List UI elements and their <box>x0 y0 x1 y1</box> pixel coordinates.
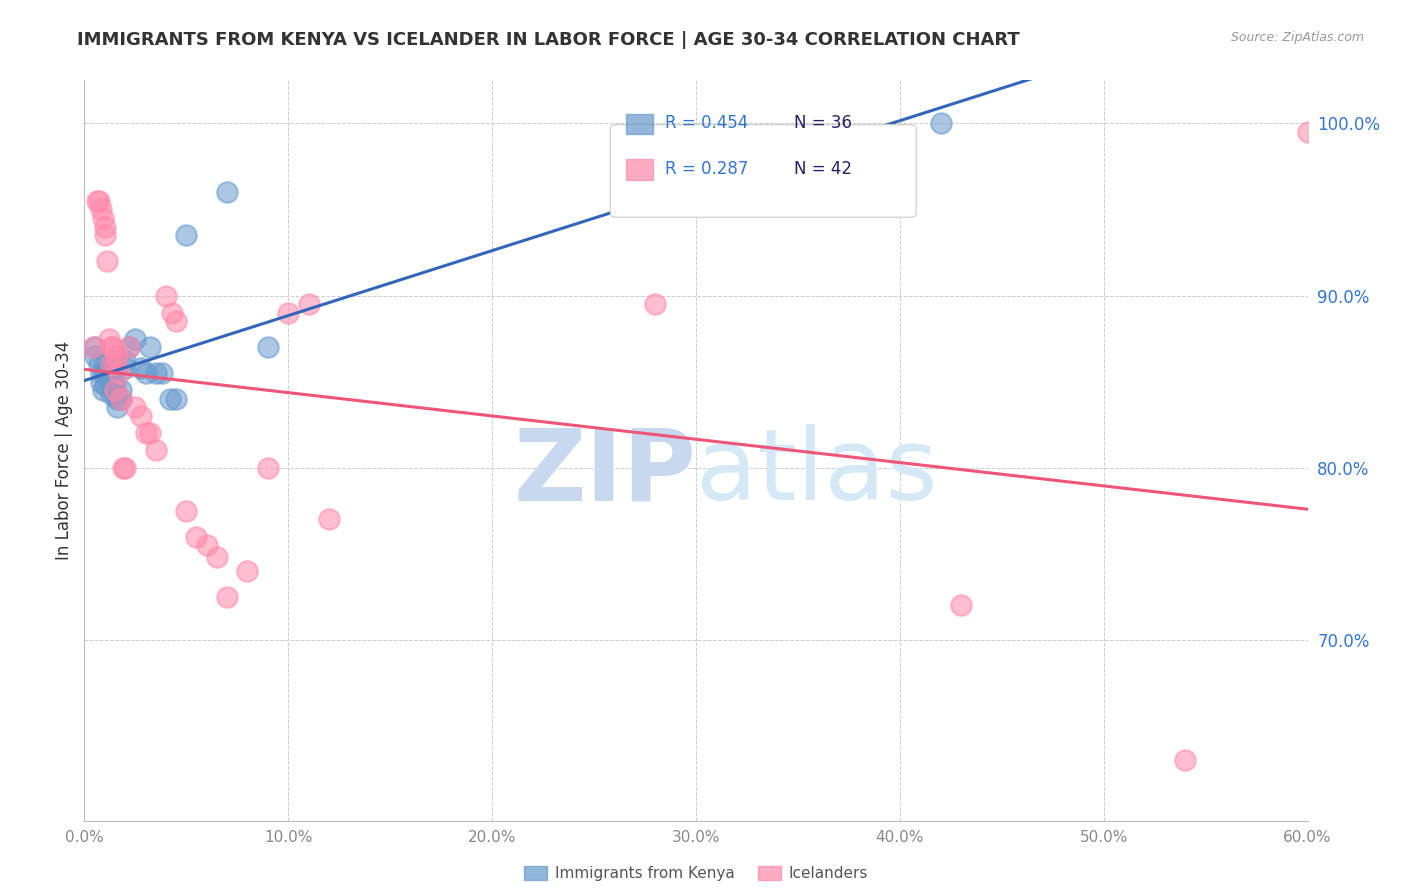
Text: N = 36: N = 36 <box>794 114 852 132</box>
Point <box>110 392 132 406</box>
Point <box>155 288 177 302</box>
Point <box>110 383 132 397</box>
Point <box>298 297 321 311</box>
Point <box>114 360 136 375</box>
Point <box>165 314 187 328</box>
Point <box>205 550 228 565</box>
Point <box>236 564 259 578</box>
Point <box>257 460 280 475</box>
Point <box>114 460 136 475</box>
Legend: Immigrants from Kenya, Icelanders: Immigrants from Kenya, Icelanders <box>519 860 873 887</box>
Text: R = 0.287: R = 0.287 <box>665 161 749 178</box>
Point <box>145 443 167 458</box>
Point <box>124 401 146 415</box>
Point <box>318 512 340 526</box>
Point <box>97 360 120 375</box>
Point <box>90 366 112 380</box>
Point <box>131 409 153 423</box>
Point <box>93 357 115 371</box>
Text: Source: ZipAtlas.com: Source: ZipAtlas.com <box>1230 31 1364 45</box>
Point <box>82 340 104 354</box>
Point <box>100 340 122 354</box>
Point <box>257 340 280 354</box>
Point <box>110 392 132 406</box>
Point <box>112 460 135 475</box>
Point <box>105 401 128 415</box>
Point <box>97 371 120 385</box>
Point <box>100 378 122 392</box>
Point <box>87 194 110 208</box>
Point <box>159 392 181 406</box>
Point <box>217 185 239 199</box>
Point <box>174 228 197 243</box>
Bar <box>626 160 654 180</box>
Point <box>105 349 128 363</box>
Point <box>277 306 299 320</box>
Point <box>124 332 146 346</box>
Point <box>174 504 197 518</box>
Bar <box>626 113 654 135</box>
Point <box>104 386 127 401</box>
Point <box>104 357 127 371</box>
Point <box>135 366 157 380</box>
Point <box>186 530 208 544</box>
Point <box>138 426 160 441</box>
Point <box>90 202 112 217</box>
Point <box>145 366 167 380</box>
Point <box>108 366 131 380</box>
Text: ZIP: ZIP <box>513 425 696 521</box>
Point <box>131 360 153 375</box>
Point <box>101 340 124 354</box>
Point <box>100 357 122 371</box>
Text: IMMIGRANTS FROM KENYA VS ICELANDER IN LABOR FORCE | AGE 30-34 CORRELATION CHART: IMMIGRANTS FROM KENYA VS ICELANDER IN LA… <box>77 31 1021 49</box>
FancyBboxPatch shape <box>610 125 917 218</box>
Point <box>644 297 666 311</box>
Point <box>138 340 160 354</box>
Point <box>91 383 114 397</box>
Text: atlas: atlas <box>696 425 938 521</box>
Y-axis label: In Labor Force | Age 30-34: In Labor Force | Age 30-34 <box>55 341 73 560</box>
Point <box>1296 125 1319 139</box>
Point <box>93 378 115 392</box>
Point <box>104 383 127 397</box>
Text: N = 42: N = 42 <box>794 161 852 178</box>
Point <box>97 332 120 346</box>
Point <box>217 590 239 604</box>
Point <box>195 538 218 552</box>
Point <box>104 378 127 392</box>
Point <box>118 340 141 354</box>
Point <box>105 392 128 406</box>
Point <box>93 366 115 380</box>
Point <box>165 392 187 406</box>
Point <box>114 354 136 368</box>
Point <box>86 194 108 208</box>
Point <box>83 349 105 363</box>
Point <box>929 116 952 130</box>
Point <box>91 211 114 225</box>
Point <box>96 254 118 268</box>
Point <box>83 340 105 354</box>
Point <box>93 228 115 243</box>
Point <box>160 306 183 320</box>
Point <box>101 354 124 368</box>
Point <box>101 366 124 380</box>
Point <box>950 599 973 613</box>
Point <box>90 375 112 389</box>
Point <box>1174 753 1197 767</box>
Point <box>118 340 141 354</box>
Point <box>100 386 122 401</box>
Point <box>87 357 110 371</box>
Point <box>93 219 115 234</box>
Text: R = 0.454: R = 0.454 <box>665 114 748 132</box>
Point <box>150 366 173 380</box>
Point <box>135 426 157 441</box>
